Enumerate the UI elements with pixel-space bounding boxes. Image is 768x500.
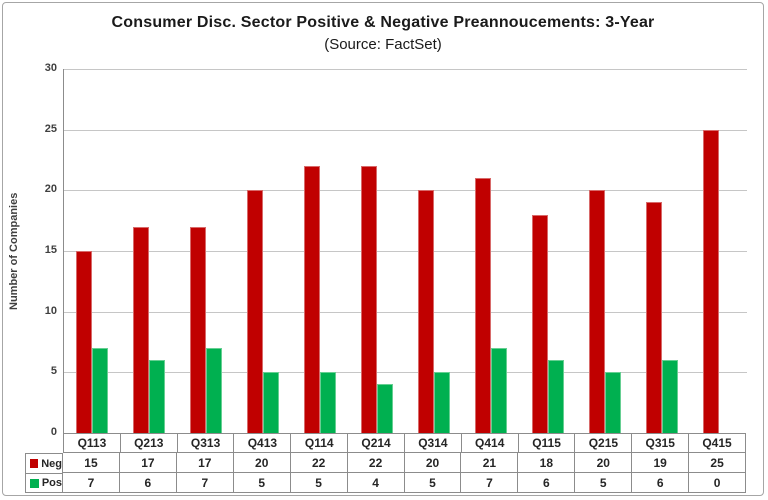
legend-label-pos: Pos [41,477,62,489]
pos-row-cell-Q213: 6 [119,473,177,493]
category-row: Q113 Q213 Q313 Q413 Q114 Q214 Q314 Q414 Q115 Q215… [25,433,746,453]
bar-pos-Q214 [377,384,394,433]
pos-row-cell-Q415: 0 [689,473,747,493]
pos-row-cell-Q315: 6 [632,473,690,493]
pos-row-cell-Q113: 7 [63,473,120,493]
neg-row-cell-Q415: 25 [689,453,747,473]
bar-neg-Q215 [588,190,605,433]
pos-row-cell-Q215: 5 [575,473,633,493]
category-cell-Q215: Q215 [575,434,633,453]
bar-neg-Q214 [361,166,378,433]
neg-row-cell-Q113: 15 [63,453,120,473]
y-axis-title: Number of Companies [8,192,20,310]
bar-neg-Q314 [417,190,434,433]
bar-pos-Q413 [263,372,280,433]
category-cell-Q213: Q213 [120,434,178,453]
gridline-y25 [64,129,747,131]
neg-row-cell-Q115: 18 [518,453,576,473]
gridline-y30 [64,69,747,70]
category-cell-Q414: Q414 [461,434,519,453]
neg-row-cell-Q214: 22 [347,453,405,473]
pos-row-cell-Q115: 6 [518,473,576,493]
pos-row-cell-Q314: 5 [404,473,462,493]
chart-title: Consumer Disc. Sector Positive & Negativ… [111,14,655,31]
pos-row-cell-Q413: 5 [233,473,291,493]
bar-neg-Q113 [76,251,93,433]
bar-pos-Q113 [92,348,109,433]
bar-pos-Q215 [604,372,621,433]
neg-row-cell-Q213: 17 [119,453,177,473]
neg-row-cell-Q114: 22 [290,453,348,473]
neg-row: Neg 15 17 17 20 22 22 20 21 18 20 19 25 [25,453,747,473]
table-corner-spacer [25,433,63,453]
pos-row-cell-Q313: 7 [176,473,234,493]
y-tick-label-30: 30 [44,62,57,74]
y-tick-label-20: 20 [44,183,57,196]
category-cell-Q114: Q114 [291,434,349,453]
y-tick-label-5: 5 [50,365,57,378]
category-cell-Q315: Q315 [632,434,690,453]
legend-key-pos: Pos [25,473,63,493]
y-tick-label-15: 15 [44,244,57,256]
y-tick-label-25: 25 [44,122,57,135]
bar-pos-Q114 [320,372,337,433]
pos-row-cell-Q114: 5 [290,473,348,493]
legend-label-neg: Neg [41,457,62,470]
category-cell-Q214: Q214 [348,434,405,453]
pos-swatch-icon [30,478,39,488]
pos-row: Pos 7 6 7 5 5 4 5 7 6 5 6 0 [25,473,747,493]
neg-row-cell-Q414: 21 [461,453,519,473]
bar-neg-Q213 [133,227,150,433]
plot-area [63,69,747,433]
gridline-y15 [64,251,747,252]
bar-neg-Q313 [190,227,207,433]
category-cell-Q413: Q413 [234,434,292,453]
category-cell-Q415: Q415 [689,434,746,453]
neg-row-cell-Q315: 19 [632,453,690,473]
pos-row-cell-Q214: 4 [347,473,405,493]
category-cell-Q115: Q115 [518,434,576,453]
neg-row-cell-Q215: 20 [575,453,633,473]
y-tick-label-10: 10 [44,304,57,317]
bar-neg-Q415 [702,130,719,433]
gridline-y20 [64,190,747,192]
bar-pos-Q315 [661,360,678,433]
bar-neg-Q114 [304,166,321,433]
neg-swatch-icon [30,459,39,468]
bar-neg-Q315 [645,202,662,433]
category-cell-Q313: Q313 [177,434,235,453]
legend-key-neg: Neg [25,453,63,473]
gridline-y10 [64,311,747,313]
bar-pos-Q213 [149,360,166,433]
category-cell-Q113: Q113 [64,434,121,453]
neg-row-cell-Q314: 20 [404,453,462,473]
category-cell-Q314: Q314 [404,434,462,453]
pos-row-cell-Q414: 7 [461,473,519,493]
bar-neg-Q115 [531,215,548,433]
bar-neg-Q414 [474,178,491,433]
neg-row-cell-Q313: 17 [176,453,234,473]
neg-row-cell-Q413: 20 [233,453,291,473]
bar-pos-Q314 [433,372,450,433]
chart-subtitle: (Source: FactSet) [324,36,442,53]
bar-neg-Q413 [247,190,264,433]
gridline-y5 [64,372,747,374]
bar-pos-Q115 [547,360,564,433]
y-tick-label-0: 0 [50,426,57,438]
bar-pos-Q414 [490,348,507,433]
bar-pos-Q313 [206,348,223,433]
